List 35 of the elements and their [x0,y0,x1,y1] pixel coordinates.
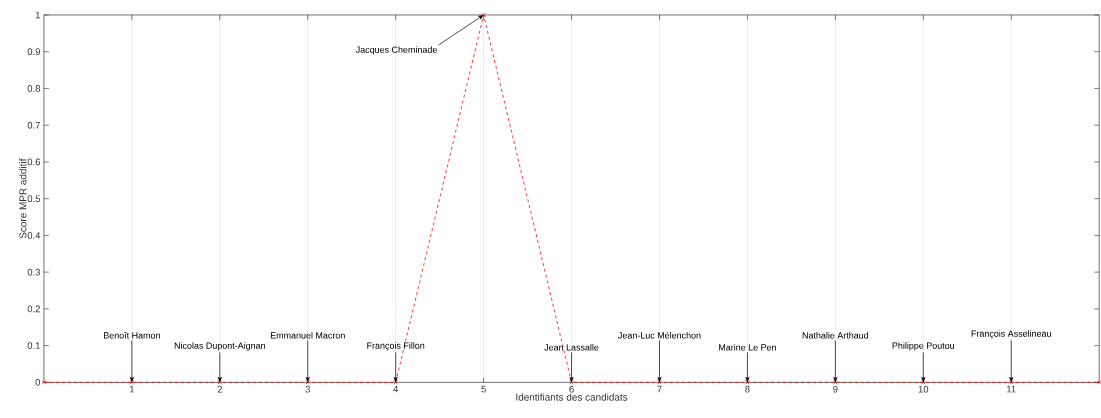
y-axis-title: Score MPR additif [19,158,27,239]
y-tick-label: 0.6 [27,158,41,166]
x-axis-title: Identifiants des candidats [516,393,628,401]
annotation: Philippe Poutou [892,342,955,351]
x-tick-label: 5 [481,385,486,393]
y-tick-label: 0.7 [27,121,40,129]
x-tick-label: 4 [393,385,399,393]
annotation: François Asselineau [971,330,1051,339]
y-tick-label: 0.3 [27,268,41,276]
annotation: Nathalie Arthaud [802,331,869,339]
y-tick-label: 0.1 [27,342,40,349]
x-tick-label: 11 [1007,385,1016,393]
y-tick-label: 1 [35,11,40,19]
annotation: François Fillon [367,342,425,351]
x-tick-label: 2 [217,385,222,393]
x-tick-label: 1 [129,385,135,393]
y-tick-label: 0.5 [27,195,41,202]
x-tick-label: 7 [657,385,662,393]
y-tick-label: 0.9 [27,48,40,55]
annotation: Jean-Luc Mélenchon [618,331,701,339]
x-tick-label: 6 [569,385,574,393]
annotation: Benoît Hamon [104,331,160,339]
x-tick-label: 9 [833,385,838,393]
y-tick-label: 0 [35,378,41,386]
annotation: Nicolas Dupont-Aignan [174,342,265,351]
x-tick-label: 8 [745,385,750,393]
annotation: Jacques Cheminade [355,46,437,55]
y-tick-label: 0.2 [27,305,40,313]
x-tick-label: 3 [305,385,310,393]
x-tick-label: 10 [918,385,929,393]
annotation: Emmanuel Macron [270,331,345,339]
y-tick-label: 0.8 [27,84,41,92]
annotation: Jean Lassalle [544,343,599,351]
annotation: Marine Le Pen [719,343,776,351]
y-tick-label: 0.4 [27,231,41,239]
